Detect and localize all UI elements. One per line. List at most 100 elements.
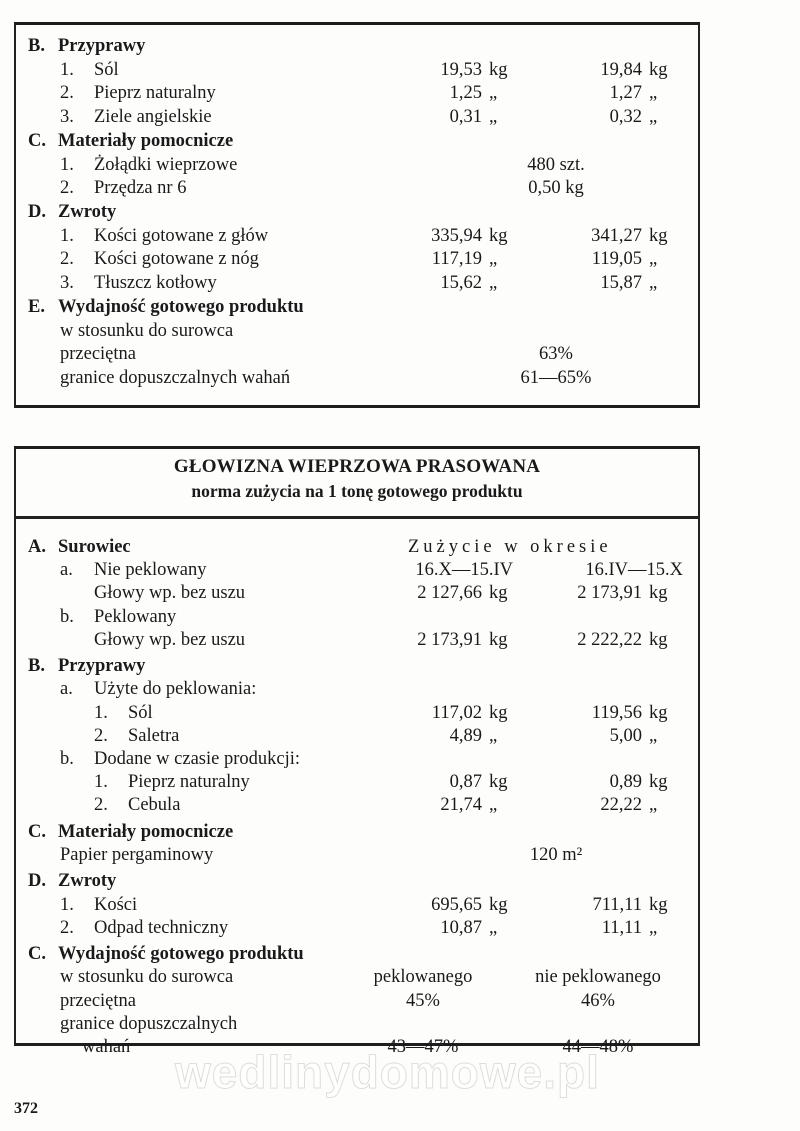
item-label: Peklowany xyxy=(94,606,177,627)
table-row: 3. Ziele angielskie 0,31 „ 0,32 „ xyxy=(16,105,698,129)
value-column-2: 46% xyxy=(581,990,615,1011)
table-row: E. Wydajność gotowego produktu xyxy=(16,295,698,319)
value-common: 120 m² xyxy=(529,845,583,865)
item-number: a. xyxy=(60,560,73,581)
section-letter: D. xyxy=(28,202,46,223)
value-period-1: 117,19 xyxy=(431,249,482,270)
section-letter: B. xyxy=(28,656,45,677)
item-number: b. xyxy=(60,749,74,769)
table-row: 2. Cebula 21,74 „ 22,22 „ xyxy=(16,793,698,817)
unit-period-1: kg xyxy=(489,894,508,915)
item-label: Głowy wp. bez uszu xyxy=(94,583,246,604)
table-row: b. Dodane w czasie produkcji: xyxy=(16,747,698,771)
table-row: Papier pergaminowy 120 m² xyxy=(16,843,698,867)
item-label: Nie peklowany xyxy=(94,560,207,581)
period-1: 16.X—15.IV xyxy=(415,560,513,581)
period-2: 16.IV—15.X xyxy=(585,560,683,581)
value-period-2: 19,84 xyxy=(600,59,642,80)
value-period-1: 695,65 xyxy=(431,894,482,915)
section-title: Materiały pomocnicze xyxy=(58,821,234,842)
section-title: Przyprawy xyxy=(58,36,146,56)
unit-period-1: „ xyxy=(489,249,498,270)
item-label: Kości gotowane z głów xyxy=(94,225,269,246)
table-row: 1. Żołądki wieprzowe 480 szt. xyxy=(16,153,698,177)
item-label: Odpad techniczny xyxy=(94,917,229,938)
value-common: 480 szt. xyxy=(527,154,585,175)
value-period-2: 0,32 xyxy=(609,106,642,127)
value-common: 63% xyxy=(539,344,573,365)
unit-period-2: kg xyxy=(649,583,668,604)
value-period-1: 2 173,91 xyxy=(417,629,482,650)
item-number: 1. xyxy=(94,702,108,723)
item-label: Sól xyxy=(94,59,119,80)
table-row: w stosunku do surowca peklowanego nie pekl… xyxy=(16,965,698,989)
value-period-2: 119,56 xyxy=(591,702,642,723)
value-column-1: peklowanego xyxy=(373,967,473,988)
item-number: 1. xyxy=(60,225,74,246)
table-row: wahań 43—47% 44—48% xyxy=(16,1035,698,1059)
item-label: przeciętna xyxy=(60,990,136,1011)
value-period-2: 711,11 xyxy=(592,894,642,915)
table-row: 1. Pieprz naturalny 0,87 kg 0,89 kg xyxy=(16,770,698,794)
value-period-2: 1,27 xyxy=(609,83,642,104)
table-row: C. Materiały pomocnicze xyxy=(16,129,698,153)
item-label: granice dopuszczalnych xyxy=(60,1013,238,1034)
item-number: 2. xyxy=(94,795,108,816)
section-letter: D. xyxy=(28,871,46,892)
table-row: C. Materiały pomocnicze xyxy=(16,820,698,844)
item-number: 2. xyxy=(60,178,74,199)
unit-period-2: „ xyxy=(649,106,658,127)
value-period-1: 0,87 xyxy=(449,772,482,793)
value-common: 0,50 kg xyxy=(528,178,584,199)
item-label: Dodane w czasie produkcji: xyxy=(94,749,300,769)
item-number: 3. xyxy=(60,106,74,127)
norm-table-glowizna: GŁOWIZNA WIEPRZOWA PRASOWANA norma zużyc… xyxy=(14,446,700,1057)
unit-period-2: „ xyxy=(649,795,658,816)
value-period-1: 4,89 xyxy=(449,725,482,746)
item-label: Saletra xyxy=(128,725,180,746)
section-title: Wydajność gotowego produktu xyxy=(58,297,304,318)
value-period-2: 15,87 xyxy=(600,273,642,293)
item-label: Żołądki wieprzowe xyxy=(94,154,238,175)
table-row: 2. Odpad techniczny 10,87 „ 11,11 „ xyxy=(16,916,698,940)
item-number: b. xyxy=(60,606,74,627)
item-label: wahań xyxy=(82,1037,131,1057)
table-row: 1. Sól 117,02 kg 119,56 kg xyxy=(16,701,698,725)
item-label: Pieprz naturalny xyxy=(94,83,216,104)
unit-period-1: kg xyxy=(489,702,508,723)
table-row: 2. Pieprz naturalny 1,25 „ 1,27 „ xyxy=(16,81,698,105)
unit-period-2: kg xyxy=(649,894,668,915)
section-title: Wydajność gotowego produktu xyxy=(58,944,304,965)
unit-period-2: „ xyxy=(649,917,658,938)
unit-period-2: „ xyxy=(649,273,658,293)
item-label: Sól xyxy=(128,702,153,723)
table-row: granice dopuszczalnych xyxy=(16,1012,698,1036)
table-row: w stosunku do surowca xyxy=(16,319,698,343)
unit-period-1: „ xyxy=(489,725,498,746)
unit-period-1: „ xyxy=(489,917,498,938)
item-number: 1. xyxy=(60,894,74,915)
unit-period-2: „ xyxy=(649,725,658,746)
table-row: 1. Sól 19,53 kg 19,84 kg xyxy=(16,58,698,82)
unit-period-2: „ xyxy=(649,249,658,270)
watermark-logo: wedlinydomowe.pl xyxy=(175,1046,600,1099)
value-period-1: 335,94 xyxy=(431,225,482,246)
table-row: A. Surowiec Zużycie w okresie xyxy=(16,535,698,559)
value-period-1: 0,31 xyxy=(449,106,482,127)
value-period-2: 2 173,91 xyxy=(577,583,642,604)
item-number: 2. xyxy=(60,83,74,104)
item-number: 1. xyxy=(60,59,74,80)
item-label: Przędza nr 6 xyxy=(94,178,187,199)
section-title: Surowiec xyxy=(58,537,131,557)
value-period-2: 2 222,22 xyxy=(577,629,642,650)
section-title: Materiały pomocnicze xyxy=(58,130,234,151)
item-number: 1. xyxy=(60,154,74,175)
table-row: Głowy wp. bez uszu 2 173,91 kg 2 222,22 kg xyxy=(16,628,698,652)
item-label: Pieprz naturalny xyxy=(128,772,250,793)
table-row: b. Peklowany xyxy=(16,605,698,629)
item-label: Kości xyxy=(94,894,138,915)
value-period-1: 1,25 xyxy=(449,83,482,104)
item-label: Ziele angielskie xyxy=(94,106,212,127)
table-row: 2. Kości gotowane z nóg 117,19 „ 119,05 „ xyxy=(16,247,698,271)
item-label: Tłuszcz kotłowy xyxy=(94,273,217,293)
